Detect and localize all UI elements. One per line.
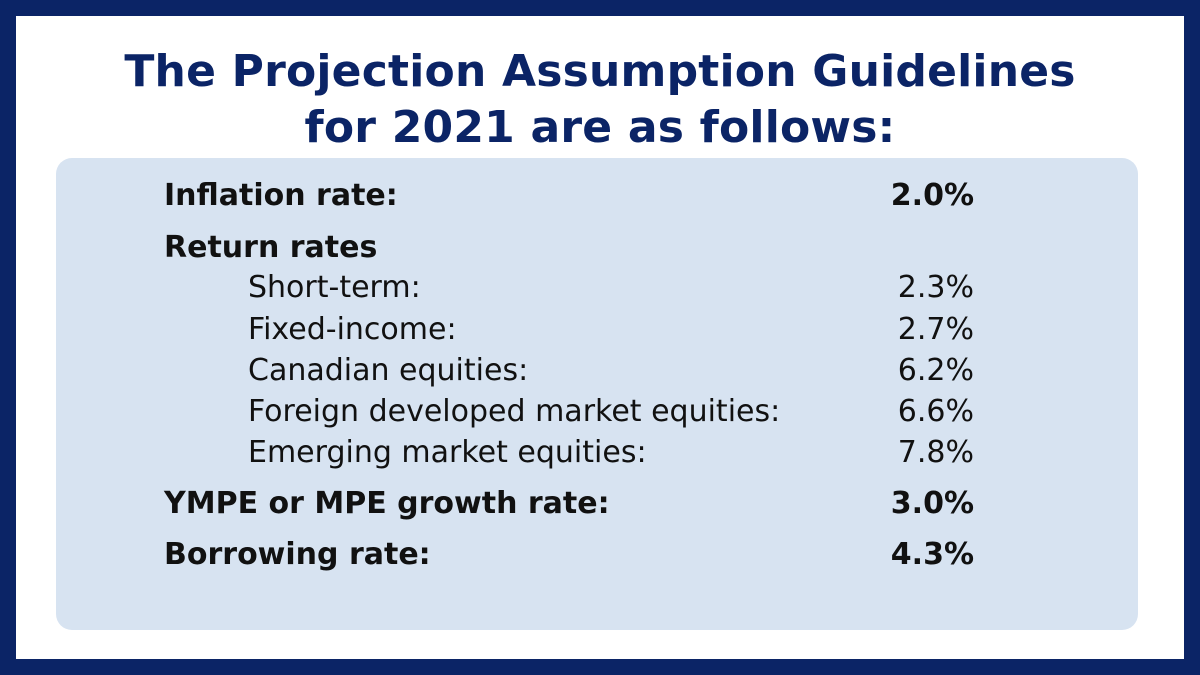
row-emerging-market-equities: Emerging market equities: 7.8% xyxy=(56,433,1138,473)
emerging-market-equities-value: 7.8% xyxy=(897,435,974,470)
title-line-1: The Projection Assumption Guidelines xyxy=(124,46,1076,97)
short-term-label: Short-term: xyxy=(248,270,421,305)
row-return-rates-heading: Return rates xyxy=(56,228,1138,268)
inflation-rate-value: 2.0% xyxy=(890,178,974,213)
canadian-equities-label: Canadian equities: xyxy=(248,353,529,388)
ympe-growth-rate-label: YMPE or MPE growth rate: xyxy=(164,486,610,521)
title-line-2: for 2021 are as follows: xyxy=(304,102,896,153)
emerging-market-equities-label: Emerging market equities: xyxy=(248,435,647,470)
canadian-equities-value: 6.2% xyxy=(897,353,974,388)
short-term-value: 2.3% xyxy=(897,270,974,305)
row-borrowing-rate: Borrowing rate: 4.3% xyxy=(56,535,1138,575)
foreign-developed-market-equities-label: Foreign developed market equities: xyxy=(248,394,781,429)
fixed-income-label: Fixed-income: xyxy=(248,312,457,347)
inflation-rate-label: Inflation rate: xyxy=(164,178,398,213)
card-frame: The Projection Assumption Guidelines for… xyxy=(16,16,1184,659)
return-rates-heading: Return rates xyxy=(164,230,378,265)
page-title: The Projection Assumption Guidelines for… xyxy=(16,44,1184,156)
borrowing-rate-label: Borrowing rate: xyxy=(164,537,431,572)
row-short-term: Short-term: 2.3% xyxy=(56,268,1138,308)
ympe-growth-rate-value: 3.0% xyxy=(890,486,974,521)
foreign-developed-market-equities-value: 6.6% xyxy=(897,394,974,429)
assumptions-panel: Inflation rate: 2.0% Return rates Short-… xyxy=(56,158,1138,630)
row-inflation-rate: Inflation rate: 2.0% xyxy=(56,176,1138,216)
borrowing-rate-value: 4.3% xyxy=(890,537,974,572)
row-canadian-equities: Canadian equities: 6.2% xyxy=(56,351,1138,391)
fixed-income-value: 2.7% xyxy=(897,312,974,347)
row-fixed-income: Fixed-income: 2.7% xyxy=(56,310,1138,350)
row-ympe-growth-rate: YMPE or MPE growth rate: 3.0% xyxy=(56,484,1138,524)
row-foreign-developed-market-equities: Foreign developed market equities: 6.6% xyxy=(56,392,1138,432)
